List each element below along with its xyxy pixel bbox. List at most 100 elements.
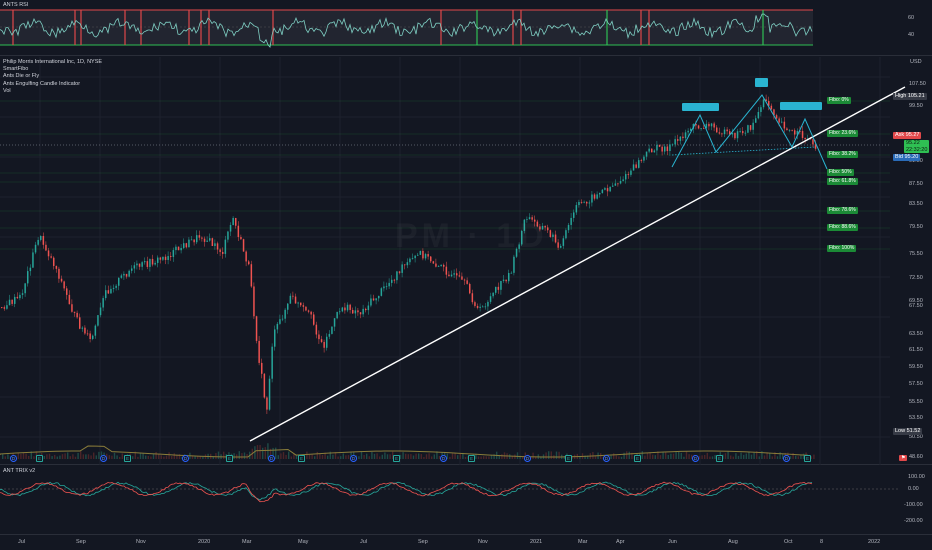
dividend-event-icon[interactable]: D <box>350 455 357 462</box>
candle <box>81 327 84 329</box>
volume-bar <box>769 453 771 459</box>
dividend-event-icon[interactable]: D <box>10 455 17 462</box>
candle <box>380 288 383 296</box>
candle <box>305 306 307 311</box>
volume-bar <box>280 453 282 459</box>
earnings-event-icon[interactable]: E <box>468 455 475 462</box>
candle <box>422 250 424 259</box>
volume-bar <box>368 456 370 459</box>
volume-bar <box>628 451 630 459</box>
candle <box>682 136 684 139</box>
rsi-pane[interactable]: ANTS RSI 60 40 <box>0 0 932 56</box>
candle <box>645 151 648 157</box>
candle <box>580 202 583 203</box>
earnings-event-icon[interactable]: E <box>393 455 400 462</box>
chart-legend: Philip Morris International Inc, 1D, NYS… <box>3 59 102 95</box>
volume-bar <box>293 454 295 459</box>
candle <box>398 271 401 273</box>
flag-icon[interactable]: ⚑ <box>899 455 908 461</box>
candle <box>414 255 416 259</box>
candle <box>274 329 276 347</box>
legend-symbol[interactable]: Philip Morris International Inc, 1D, NYS… <box>3 59 103 65</box>
candle <box>359 312 362 315</box>
candle <box>1 307 3 308</box>
dividend-event-icon[interactable]: D <box>603 455 610 462</box>
candle <box>79 317 81 329</box>
earnings-event-icon[interactable]: E <box>226 455 233 462</box>
earnings-event-icon[interactable]: E <box>634 455 641 462</box>
candle <box>167 256 169 260</box>
legend-vol[interactable]: Vol <box>3 87 11 94</box>
volume-bar <box>774 452 776 459</box>
candle <box>34 244 37 253</box>
bar-countdown: 22:32:20 <box>906 146 928 153</box>
volume-bar <box>7 454 9 459</box>
fibo-0-label: Fibo: 0% <box>827 97 851 104</box>
candle <box>45 244 47 251</box>
candle <box>42 236 45 245</box>
bid-tag: Bid 95.20 <box>893 154 921 161</box>
candle <box>279 319 281 324</box>
candle <box>461 276 463 280</box>
candle <box>245 251 247 262</box>
candle <box>206 240 208 242</box>
earnings-event-icon[interactable]: E <box>804 455 811 462</box>
dividend-event-icon[interactable]: D <box>182 455 189 462</box>
volume-bar <box>776 456 779 459</box>
price-pane[interactable]: PM · 1D Philip Morris International Inc,… <box>0 57 932 465</box>
candle <box>253 286 255 317</box>
legend-ants-engulfing[interactable]: Ants Engulfing Candle Indicator <box>3 80 81 87</box>
volume-bar <box>724 453 727 459</box>
dividend-event-icon[interactable]: D <box>100 455 107 462</box>
trix-pane[interactable]: ANT TRIX v2 100.00 0.00 -100.00 -200.00 <box>0 466 932 534</box>
candle <box>357 310 359 313</box>
legend-ants-die-or-fly[interactable]: Ants Die or Fly <box>3 73 40 80</box>
volume-bar <box>360 451 363 459</box>
candle <box>635 164 637 168</box>
volume-bar <box>423 456 425 459</box>
earnings-event-icon[interactable]: E <box>124 455 131 462</box>
candle <box>110 288 112 294</box>
time-axis[interactable]: Jul Sep Nov 2020 Mar May Jul Sep Nov 2021 Mar Apr Ju… <box>0 534 932 550</box>
candle <box>684 132 687 139</box>
volume-bar <box>483 456 485 459</box>
volume-bar <box>17 453 19 459</box>
candle <box>656 144 658 151</box>
price-chart[interactable] <box>0 57 932 465</box>
volume-bar <box>457 455 459 459</box>
candle <box>118 277 120 286</box>
candle <box>526 219 528 220</box>
earnings-event-icon[interactable]: E <box>298 455 305 462</box>
time-axis-label: 8 <box>820 539 824 545</box>
time-axis-label: Jul <box>18 539 26 545</box>
candle <box>768 101 770 106</box>
earnings-event-icon[interactable]: E <box>565 455 572 462</box>
volume-bar <box>384 452 386 459</box>
candle <box>240 237 242 240</box>
dividend-event-icon[interactable]: D <box>440 455 447 462</box>
dividend-event-icon[interactable]: D <box>692 455 699 462</box>
volume-bar <box>256 445 259 459</box>
dividend-event-icon[interactable]: D <box>268 455 275 462</box>
volume-bar <box>93 452 95 459</box>
legend-smartfibo[interactable]: SmartFibo <box>3 66 29 73</box>
candle <box>638 160 640 168</box>
volume-bar <box>446 453 448 459</box>
volume-bar <box>405 453 407 459</box>
candle <box>593 194 596 199</box>
candle <box>318 334 320 340</box>
dividend-event-icon[interactable]: D <box>524 455 531 462</box>
candle <box>289 295 292 304</box>
earnings-event-icon[interactable]: E <box>36 455 43 462</box>
candle <box>354 310 357 314</box>
candle <box>575 205 578 213</box>
candle <box>814 144 817 149</box>
earnings-event-icon[interactable]: E <box>716 455 723 462</box>
candle <box>755 118 757 123</box>
dividend-event-icon[interactable]: D <box>783 455 790 462</box>
volume-bar <box>519 455 521 459</box>
volume-bar <box>748 451 750 459</box>
candle <box>726 129 728 132</box>
candle <box>513 256 515 273</box>
candle <box>700 128 702 130</box>
